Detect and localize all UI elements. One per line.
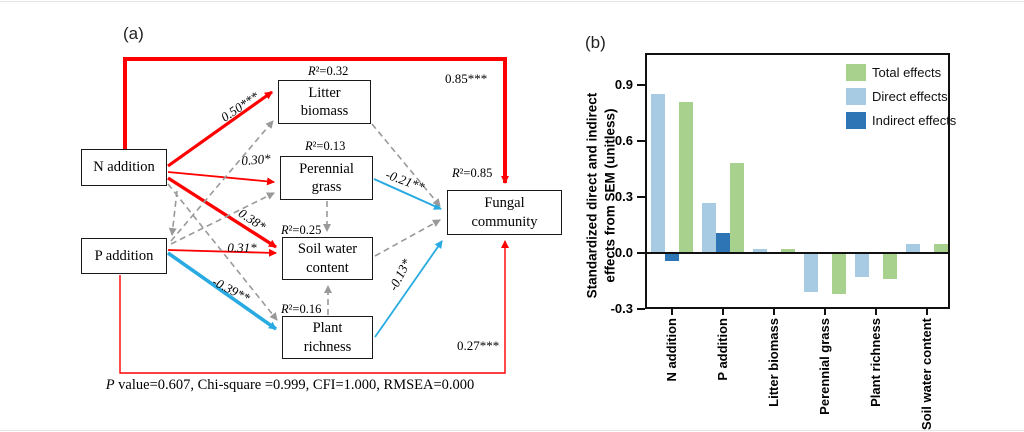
y-tick-label: -0.3	[610, 300, 633, 316]
panel-b-label: (b)	[585, 33, 606, 52]
y-tick-label: 0.9	[614, 76, 633, 92]
fit-statistics-p: P	[105, 377, 115, 393]
bar-indirect-p-addition	[716, 232, 730, 253]
path-label-p-to-richness: -0.39**	[209, 273, 253, 306]
bar-direct-plant-richness	[855, 253, 869, 278]
path-label-n-to-soil: 0.38*	[235, 205, 269, 234]
node-plant-richness: Plant richness	[282, 316, 373, 359]
bar-direct-p-addition	[702, 202, 716, 253]
bar-total-litter-biomass	[781, 249, 795, 253]
legend-swatch-indirect-effects	[846, 112, 866, 129]
x-category-label-soil-water-content: Soil water content	[919, 318, 934, 430]
r2-soil-water: R²=0.25	[281, 223, 322, 237]
path-label-n-to-litter: 0.50***	[218, 88, 262, 125]
arrow-litter-to-fungal	[371, 123, 441, 207]
y-tick-label: 0.0	[614, 244, 633, 260]
bar-total-p-addition	[730, 163, 744, 253]
x-category-label-plant-richness: Plant richness	[868, 318, 883, 407]
r2-plant-richness: R²=0.16	[281, 302, 322, 316]
arrow-soil-to-fungal	[374, 219, 441, 257]
arrow-n-to-p	[168, 190, 178, 236]
arrow-p-to-soil	[167, 248, 277, 257]
bar-indirect-n-addition	[665, 253, 679, 261]
zero-baseline	[647, 251, 948, 255]
path-label-p-to-soil: 0.31*	[227, 240, 257, 255]
bar-direct-n-addition	[651, 94, 665, 253]
path-label-richness-to-fungal: -0.13*	[385, 256, 414, 294]
bar-direct-soil-water-content	[906, 243, 920, 253]
x-category-label-n-addition: N addition	[664, 318, 679, 382]
path-label-grass-to-fungal: -0.21**	[383, 166, 427, 195]
y-tick-mark	[637, 252, 645, 254]
y-tick-mark	[637, 308, 645, 310]
legend-swatch-direct-effects	[846, 88, 866, 105]
y-tick-mark	[637, 140, 645, 142]
r2-litter-biomass: R²=0.32	[308, 64, 349, 78]
arrow-n-to-grass	[167, 171, 275, 186]
node-n-addition: N addition	[81, 149, 167, 186]
legend-label-direct-effects: Direct effects	[872, 89, 948, 104]
r2-perennial-grass: R²=0.13	[305, 139, 346, 153]
arrow-richness-to-fungal	[374, 240, 443, 338]
fit-statistics: P value=0.607, Chi-square =0.999, CFI=1.…	[60, 377, 520, 394]
bar-direct-perennial-grass	[804, 253, 818, 293]
path-label-n-to-fungal: 0.85***	[445, 71, 488, 86]
path-label-n-to-grass: 0.30*	[240, 150, 272, 169]
fit-statistics-values: value=0.607, Chi-square =0.999, CFI=1.00…	[114, 377, 475, 393]
node-perennial-grass: Perennial grass	[280, 156, 373, 200]
bar-total-n-addition	[679, 101, 693, 253]
y-tick-mark	[637, 84, 645, 86]
x-tick-mark	[824, 309, 826, 315]
path-label-p-to-fungal: 0.27***	[457, 338, 500, 353]
x-tick-mark	[875, 309, 877, 315]
y-tick-mark	[637, 196, 645, 198]
node-litter-biomass: Litter biomass	[278, 80, 371, 124]
node-soil-water-content: Soil water content	[282, 237, 373, 280]
arrow-n-to-soil	[167, 176, 277, 249]
legend-swatch-total-effects	[846, 64, 866, 81]
bar-total-perennial-grass	[832, 253, 846, 295]
x-tick-mark	[773, 309, 775, 315]
x-tick-mark	[671, 309, 673, 315]
legend-label-indirect-effects: Indirect effects	[872, 113, 957, 128]
arrow-n-to-richness	[167, 183, 278, 321]
y-tick-label: 0.6	[614, 132, 633, 148]
bar-direct-litter-biomass	[753, 249, 767, 253]
bar-total-plant-richness	[883, 253, 897, 280]
x-category-label-litter-biomass: Litter biomass	[766, 318, 781, 407]
panel-a-label: (a)	[123, 24, 144, 43]
x-tick-mark	[926, 309, 928, 315]
legend-label-total-effects: Total effects	[872, 65, 942, 80]
figure-bottom-border	[0, 430, 1024, 431]
figure-top-border	[0, 1, 1024, 2]
x-category-label-perennial-grass: Perennial grass	[817, 318, 832, 415]
node-fungal-community: Fungal community	[447, 190, 562, 235]
x-category-label-p-addition: P addition	[715, 318, 730, 381]
r2-fungal-community: R²=0.85	[452, 166, 493, 180]
plot-frame	[645, 53, 950, 309]
node-p-addition: P addition	[81, 238, 167, 274]
bar-total-soil-water-content	[934, 243, 948, 253]
x-tick-mark	[722, 309, 724, 315]
y-tick-label: 0.3	[614, 188, 633, 204]
